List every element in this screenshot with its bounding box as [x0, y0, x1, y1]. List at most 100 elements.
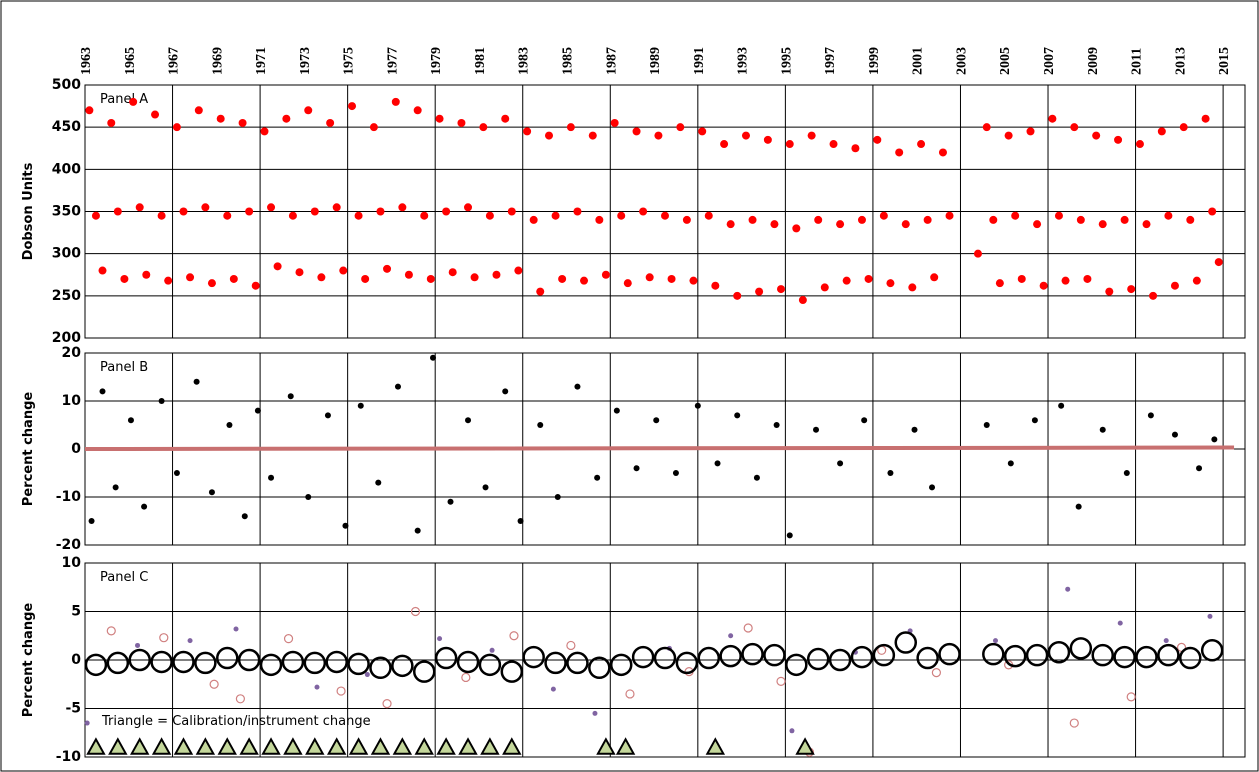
- point: [989, 215, 998, 224]
- point: [1033, 220, 1042, 229]
- point: [482, 484, 489, 491]
- point: [798, 296, 807, 305]
- point: [1157, 127, 1166, 136]
- point: [908, 283, 917, 292]
- point: [241, 513, 248, 520]
- point: [201, 203, 210, 212]
- point: [1098, 220, 1107, 229]
- calibration-marker: [370, 737, 391, 755]
- point: [157, 211, 166, 220]
- x-tick-label: 1999: [867, 47, 882, 75]
- point: [594, 474, 601, 481]
- point: [288, 211, 297, 220]
- point: [391, 97, 400, 106]
- point: [901, 220, 910, 229]
- point: [558, 274, 567, 283]
- point: [1011, 211, 1020, 220]
- point: [159, 633, 169, 643]
- point: [151, 110, 160, 119]
- calibration-marker: [615, 737, 636, 755]
- point: [633, 465, 640, 472]
- point: [447, 498, 454, 505]
- point: [1135, 140, 1144, 149]
- calibration-marker: [795, 737, 815, 755]
- annual-mean: [325, 650, 348, 674]
- point: [142, 270, 151, 279]
- point: [339, 266, 348, 275]
- point: [886, 279, 895, 288]
- point: [861, 417, 868, 424]
- annual-mean: [434, 646, 458, 670]
- calibration-marker: [502, 737, 522, 755]
- x-tick-label: 1987: [604, 47, 619, 75]
- point: [1065, 586, 1071, 592]
- point: [813, 426, 820, 433]
- point: [98, 266, 107, 275]
- y-tick-label: 400: [52, 161, 81, 177]
- point: [1126, 692, 1136, 702]
- point: [792, 224, 801, 233]
- y-axis-label: Percent change: [21, 392, 36, 507]
- point: [1061, 276, 1070, 285]
- calibration-marker: [414, 737, 434, 755]
- point: [1211, 436, 1218, 443]
- point: [509, 631, 519, 641]
- annual-mean: [1025, 643, 1049, 667]
- point: [529, 215, 538, 224]
- annual-mean: [84, 653, 108, 677]
- point: [1058, 402, 1065, 409]
- point: [807, 131, 816, 140]
- point: [1069, 718, 1079, 728]
- point: [842, 276, 851, 285]
- point: [1171, 431, 1178, 438]
- point: [1170, 281, 1179, 290]
- point: [566, 123, 575, 132]
- annual-mean: [281, 650, 305, 674]
- point: [734, 412, 741, 419]
- x-tick-label: 1985: [561, 47, 576, 75]
- point: [1123, 470, 1130, 476]
- point: [763, 135, 772, 144]
- x-tick-label: 1981: [473, 47, 488, 75]
- annual-mean: [128, 648, 151, 672]
- annual-mean: [916, 646, 939, 670]
- point: [773, 422, 780, 428]
- calibration-marker: [596, 737, 616, 755]
- annual-mean: [369, 656, 392, 680]
- y-tick-label: 500: [52, 77, 81, 93]
- x-tick-label: 1993: [736, 47, 751, 75]
- point: [1120, 215, 1129, 224]
- annual-mean: [216, 646, 239, 670]
- point: [995, 279, 1004, 288]
- point: [485, 211, 494, 220]
- x-tick-label: 1977: [385, 47, 400, 75]
- point: [917, 140, 926, 149]
- calibration-marker: [217, 737, 237, 755]
- point: [1004, 131, 1013, 140]
- x-tick-label: 1971: [254, 47, 269, 75]
- point: [639, 207, 648, 216]
- point: [364, 672, 370, 678]
- annual-mean: [631, 645, 655, 669]
- calibration-marker: [348, 737, 369, 755]
- point: [857, 215, 866, 224]
- annual-mean: [982, 642, 1005, 666]
- annual-mean: [237, 648, 261, 672]
- point: [1147, 412, 1154, 419]
- point: [254, 407, 261, 414]
- point: [164, 276, 173, 285]
- point: [676, 123, 685, 132]
- point: [282, 114, 291, 123]
- point: [777, 285, 785, 294]
- point: [923, 215, 932, 224]
- point: [1031, 417, 1038, 424]
- point: [829, 140, 838, 149]
- annual-mean: [763, 643, 786, 667]
- point: [1196, 465, 1203, 472]
- x-tick-label: 1991: [692, 47, 707, 75]
- annual-mean: [259, 653, 283, 677]
- calibration-marker: [305, 737, 325, 755]
- x-tick-label: 1963: [79, 47, 94, 75]
- point: [588, 131, 597, 140]
